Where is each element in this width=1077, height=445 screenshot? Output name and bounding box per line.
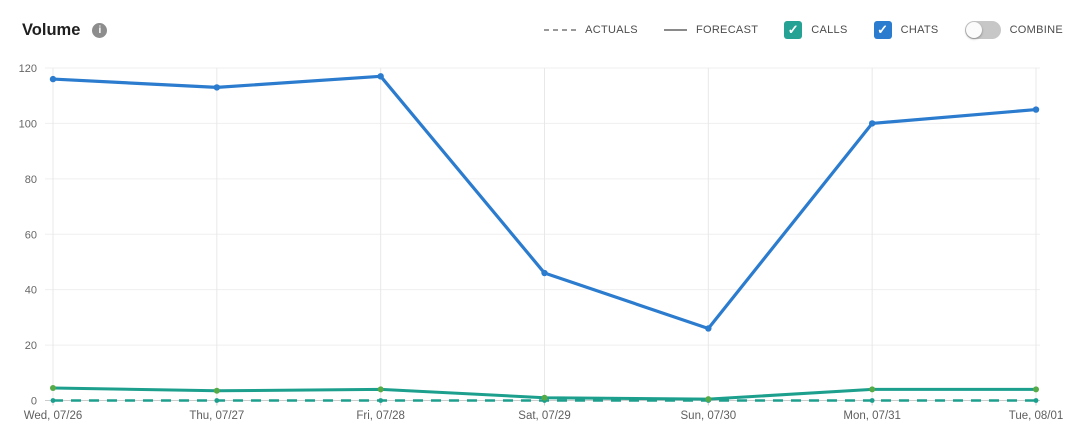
- data-point-chats-forecast: [377, 73, 384, 80]
- data-point-calls-forecast: [377, 386, 384, 393]
- actuals-dashed-line-swatch: [544, 29, 577, 31]
- calls-label: CALLS: [811, 24, 848, 36]
- x-axis-tick-label: Mon, 07/31: [843, 410, 901, 422]
- data-point-calls-forecast: [869, 386, 876, 393]
- page-title: Volume: [22, 20, 81, 39]
- y-axis-tick-label: 100: [19, 118, 37, 130]
- y-axis-tick-label: 0: [31, 396, 37, 408]
- legend-chats: ✓ CHATS: [873, 21, 939, 39]
- y-axis-tick-label: 120: [19, 63, 37, 75]
- data-point-chats-forecast: [49, 75, 57, 83]
- data-point-chats-forecast: [705, 325, 712, 332]
- x-axis-tick-label: Fri, 07/28: [356, 410, 405, 422]
- data-point-chats-forecast: [541, 269, 548, 277]
- actuals-label: ACTUALS: [585, 24, 638, 36]
- data-point-calls-actuals: [1033, 398, 1039, 403]
- x-axis-tick-label: Thu, 07/27: [189, 410, 244, 422]
- data-point-calls-forecast: [213, 387, 220, 394]
- x-axis-tick-label: Sun, 07/30: [681, 410, 737, 422]
- y-axis-tick-label: 80: [25, 174, 37, 186]
- data-point-calls-forecast: [705, 396, 712, 403]
- title-group: Volume i: [22, 20, 108, 40]
- x-axis-tick-label: Sat, 07/29: [518, 410, 570, 422]
- legend-actuals: ACTUALS: [544, 24, 638, 36]
- data-point-calls-forecast: [541, 394, 548, 401]
- legend-calls: ✓ CALLS: [784, 21, 847, 39]
- chart-header: Volume i ACTUALS FORECAST ✓ CALLS ✓: [0, 0, 1077, 56]
- legend-forecast: FORECAST: [663, 24, 759, 36]
- data-point-calls-actuals: [214, 398, 220, 403]
- forecast-solid-line-swatch: [663, 29, 687, 31]
- chats-label: CHATS: [900, 24, 939, 36]
- data-point-calls-actuals: [50, 398, 56, 403]
- data-point-chats-forecast: [213, 84, 221, 91]
- chats-checkbox[interactable]: ✓: [873, 21, 892, 39]
- data-point-chats-forecast: [868, 120, 876, 127]
- combine-label: COMBINE: [1009, 24, 1063, 36]
- data-point-calls-actuals: [378, 398, 384, 403]
- y-axis-tick-label: 40: [25, 285, 37, 297]
- x-axis-tick-label: Tue, 08/01: [1009, 410, 1064, 422]
- check-icon: ✓: [787, 22, 799, 37]
- data-point-calls-forecast: [50, 385, 56, 392]
- forecast-label: FORECAST: [695, 24, 759, 36]
- data-point-calls-actuals: [869, 398, 875, 403]
- y-axis-tick-label: 60: [25, 229, 37, 241]
- check-icon: ✓: [877, 22, 889, 37]
- chart-legend: ACTUALS FORECAST ✓ CALLS ✓ CHATS: [544, 21, 1063, 39]
- toggle-knob: [965, 22, 982, 38]
- data-point-chats-forecast: [1032, 106, 1040, 113]
- x-axis-tick-label: Wed, 07/26: [24, 410, 83, 422]
- data-point-calls-forecast: [1033, 386, 1039, 393]
- legend-combine: COMBINE: [964, 21, 1063, 39]
- info-icon[interactable]: i: [92, 22, 108, 38]
- calls-checkbox[interactable]: ✓: [784, 21, 803, 39]
- y-axis-tick-label: 20: [25, 340, 37, 352]
- combine-toggle[interactable]: [964, 21, 1001, 39]
